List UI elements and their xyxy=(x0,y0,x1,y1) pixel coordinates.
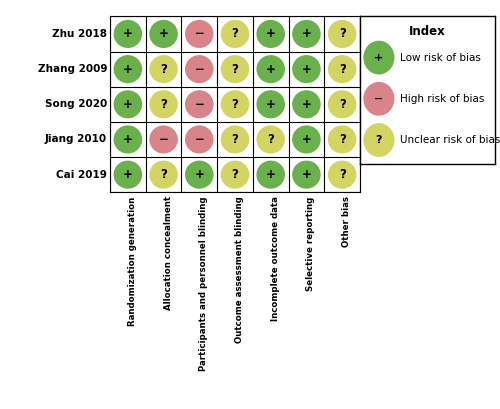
Text: +: + xyxy=(302,98,312,111)
Text: +: + xyxy=(266,168,276,181)
Circle shape xyxy=(114,56,141,83)
Text: Participants and personnel blinding: Participants and personnel blinding xyxy=(200,196,208,371)
Text: +: + xyxy=(123,133,133,146)
Text: ?: ? xyxy=(232,168,238,181)
Circle shape xyxy=(257,126,284,153)
Text: +: + xyxy=(266,98,276,111)
Text: ?: ? xyxy=(338,98,345,111)
Circle shape xyxy=(257,56,284,83)
Text: Randomization generation: Randomization generation xyxy=(128,196,137,326)
Text: ?: ? xyxy=(268,133,274,146)
Text: +: + xyxy=(123,63,133,76)
Text: Zhu 2018: Zhu 2018 xyxy=(52,29,107,39)
Circle shape xyxy=(150,20,177,47)
Circle shape xyxy=(150,161,177,188)
Circle shape xyxy=(364,83,394,115)
Text: ?: ? xyxy=(160,63,167,76)
Text: −: − xyxy=(194,27,204,40)
Text: +: + xyxy=(123,168,133,181)
Text: Song 2020: Song 2020 xyxy=(45,99,107,109)
Circle shape xyxy=(114,91,141,118)
Text: +: + xyxy=(194,168,204,181)
Text: +: + xyxy=(302,133,312,146)
Text: ?: ? xyxy=(338,133,345,146)
Text: +: + xyxy=(266,27,276,40)
Circle shape xyxy=(150,91,177,118)
Text: +: + xyxy=(302,63,312,76)
Circle shape xyxy=(222,91,248,118)
Text: High risk of bias: High risk of bias xyxy=(400,94,485,104)
Text: +: + xyxy=(123,98,133,111)
Circle shape xyxy=(186,126,213,153)
Text: Outcome assessment blinding: Outcome assessment blinding xyxy=(235,196,244,343)
Text: ?: ? xyxy=(338,63,345,76)
Text: +: + xyxy=(158,27,168,40)
Circle shape xyxy=(222,20,248,47)
Circle shape xyxy=(114,126,141,153)
Text: ?: ? xyxy=(160,98,167,111)
Circle shape xyxy=(150,126,177,153)
Text: ?: ? xyxy=(232,98,238,111)
Circle shape xyxy=(257,20,284,47)
Text: Index: Index xyxy=(409,25,446,38)
Text: ?: ? xyxy=(338,27,345,40)
Circle shape xyxy=(114,20,141,47)
Text: ?: ? xyxy=(376,135,382,145)
Text: Low risk of bias: Low risk of bias xyxy=(400,53,481,63)
Text: +: + xyxy=(302,168,312,181)
Circle shape xyxy=(150,56,177,83)
Text: Incomplete outcome data: Incomplete outcome data xyxy=(270,196,280,321)
Text: ?: ? xyxy=(232,63,238,76)
Text: Zhang 2009: Zhang 2009 xyxy=(38,64,107,74)
Text: Allocation concealment: Allocation concealment xyxy=(164,196,172,310)
Circle shape xyxy=(328,91,355,118)
Circle shape xyxy=(222,126,248,153)
Circle shape xyxy=(293,20,320,47)
Circle shape xyxy=(328,20,355,47)
Text: +: + xyxy=(123,27,133,40)
Circle shape xyxy=(364,41,394,74)
Text: −: − xyxy=(194,133,204,146)
Text: −: − xyxy=(194,63,204,76)
Text: ?: ? xyxy=(232,27,238,40)
Circle shape xyxy=(293,56,320,83)
Text: +: + xyxy=(266,63,276,76)
Circle shape xyxy=(364,124,394,156)
Text: ?: ? xyxy=(160,168,167,181)
Circle shape xyxy=(293,91,320,118)
Text: Other bias: Other bias xyxy=(342,196,351,247)
Circle shape xyxy=(328,161,355,188)
Circle shape xyxy=(222,161,248,188)
Text: Unclear risk of bias: Unclear risk of bias xyxy=(400,135,500,145)
Circle shape xyxy=(114,161,141,188)
Text: ?: ? xyxy=(338,168,345,181)
Text: −: − xyxy=(158,133,168,146)
Text: +: + xyxy=(374,53,384,63)
Text: ?: ? xyxy=(232,133,238,146)
Circle shape xyxy=(293,126,320,153)
Text: +: + xyxy=(302,27,312,40)
Text: Selective reporting: Selective reporting xyxy=(306,196,316,290)
Circle shape xyxy=(186,91,213,118)
Circle shape xyxy=(222,56,248,83)
Text: Cai 2019: Cai 2019 xyxy=(56,170,107,180)
Circle shape xyxy=(186,20,213,47)
Text: −: − xyxy=(374,94,384,104)
Circle shape xyxy=(257,161,284,188)
Text: Jiang 2010: Jiang 2010 xyxy=(45,135,107,144)
Circle shape xyxy=(186,161,213,188)
Text: −: − xyxy=(194,98,204,111)
Circle shape xyxy=(328,56,355,83)
Circle shape xyxy=(328,126,355,153)
Circle shape xyxy=(257,91,284,118)
Circle shape xyxy=(293,161,320,188)
Circle shape xyxy=(186,56,213,83)
